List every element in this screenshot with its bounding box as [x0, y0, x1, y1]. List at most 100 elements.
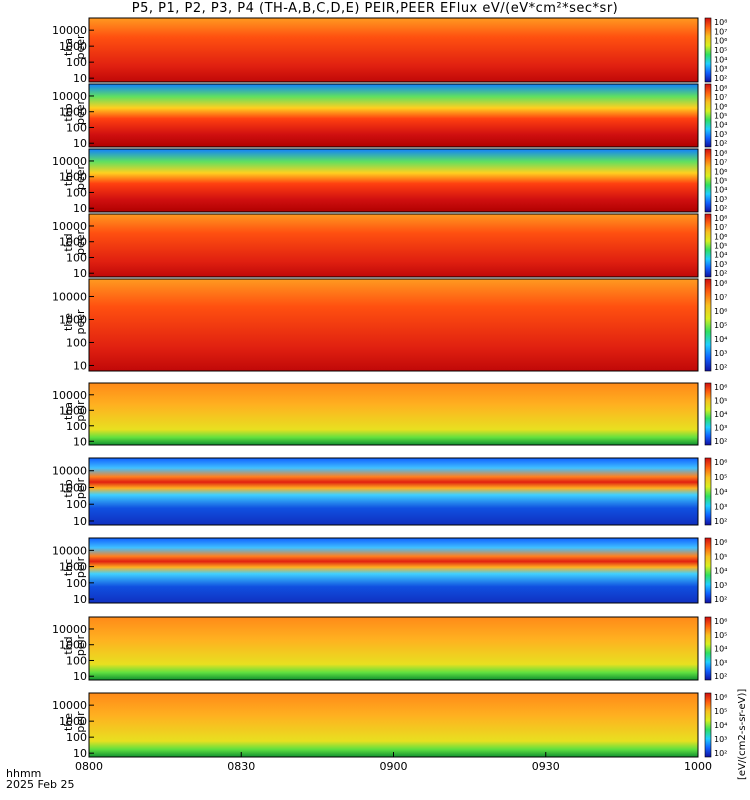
y-tick-label: 100: [66, 121, 87, 134]
spectrogram-thb-peer: [89, 84, 698, 147]
panel-product-label: peir: [74, 556, 87, 578]
panel-product-label: peer: [74, 309, 87, 335]
colorbar-tick-label: 10⁷: [714, 27, 727, 36]
colorbar-tick-label: 10⁵: [714, 46, 727, 55]
colorbar-tick-label: 10⁶: [714, 458, 727, 467]
colorbar-tick-label: 10⁴: [714, 567, 727, 576]
colorbar-tick-label: 10⁶: [714, 102, 727, 111]
y-tick-label: 1000: [59, 561, 87, 574]
colorbar-tick-label: 10⁸: [714, 214, 727, 223]
panel-probe-label: thc: [62, 169, 75, 186]
y-tick-label: 1000: [59, 404, 87, 417]
date-label: 2025 Feb 25: [6, 778, 75, 791]
colorbar-tick-label: 10⁶: [714, 538, 727, 547]
y-tick-label: 1000: [59, 313, 87, 326]
spectrogram-thc-peer: [89, 149, 698, 212]
y-tick-label: 100: [66, 336, 87, 349]
panel-frame: [88, 148, 699, 213]
colorbar-tick-label: 10⁵: [714, 242, 727, 251]
colorbar: [704, 616, 712, 681]
colorbar-unit-label: [eV/(cm2-s-sr-eV)]: [737, 689, 748, 780]
spectrogram-tha-peir: [89, 383, 698, 445]
colorbar-tick-label: 10⁴: [714, 410, 727, 419]
panel-product-label: peer: [74, 100, 87, 126]
x-tick-label: 0830: [227, 760, 255, 773]
panel-probe-label: the: [62, 313, 75, 331]
colorbar-tick-label: 10⁶: [714, 307, 727, 316]
colorbar-tick-label: 10⁵: [714, 552, 727, 561]
y-tick-label: 1000: [59, 481, 87, 494]
y-tick-label: 10: [73, 435, 87, 448]
spectrogram-thd-peir: [89, 617, 698, 680]
panel-frame: [88, 83, 699, 148]
colorbar-tick-label: 10⁵: [714, 707, 727, 716]
colorbar-tick-label: 10⁶: [714, 693, 727, 702]
y-tick-label: 10: [73, 670, 87, 683]
colorbar-tick-label: 10⁵: [714, 397, 727, 406]
colorbar-tick-label: 10³: [714, 195, 727, 204]
colorbar-tick-label: 10⁶: [714, 37, 727, 46]
y-tick-label: 10: [73, 137, 87, 150]
colorbar-tick-label: 10⁶: [714, 167, 727, 176]
panel-probe-label: thc: [62, 559, 75, 576]
x-tick-label: 0930: [532, 760, 560, 773]
colorbar-tick-label: 10²: [714, 749, 727, 758]
y-tick-label: 1000: [59, 236, 87, 249]
panel-frame: [88, 213, 699, 278]
panel-product-label: peir: [74, 400, 87, 422]
colorbar: [704, 213, 712, 278]
colorbar-tick-label: 10⁸: [714, 279, 727, 288]
colorbar: [704, 382, 712, 446]
panel-product-label: peir: [74, 711, 87, 733]
colorbar-tick-label: 10⁸: [714, 18, 727, 27]
colorbar-tick-label: 10²: [714, 74, 727, 83]
colorbar-tick-label: 10⁸: [714, 149, 727, 158]
y-tick-label: 1000: [59, 40, 87, 53]
y-tick-label: 100: [66, 56, 87, 69]
y-tick-label: 10000: [52, 90, 87, 103]
y-tick-label: 100: [66, 498, 87, 511]
colorbar-tick-label: 10⁴: [714, 488, 727, 497]
spectrogram-thc-peir: [89, 538, 698, 603]
colorbar-tick-label: 10⁴: [714, 721, 727, 730]
colorbar-tick-label: 10³: [714, 658, 727, 667]
colorbar-tick-label: 10³: [714, 735, 727, 744]
panel-probe-label: tha: [62, 38, 75, 56]
colorbar-tick-label: 10⁶: [714, 617, 727, 626]
y-tick-label: 10000: [52, 155, 87, 168]
colorbar-tick-label: 10⁵: [714, 473, 727, 482]
colorbar-tick-label: 10⁷: [714, 158, 727, 167]
colorbar-tick-label: 10⁴: [714, 335, 727, 344]
y-tick-label: 10000: [52, 24, 87, 37]
y-tick-label: 10: [73, 593, 87, 606]
colorbar-tick-label: 10⁵: [714, 177, 727, 186]
spectrogram-the-peir: [89, 693, 698, 757]
y-tick-label: 100: [66, 420, 87, 433]
panel-frame: [88, 17, 699, 83]
y-tick-label: 1000: [59, 171, 87, 184]
y-tick-label: 10: [73, 202, 87, 215]
y-tick-label: 10000: [52, 544, 87, 557]
colorbar-tick-label: 10³: [714, 424, 727, 433]
panel-frame: [88, 537, 699, 604]
panel-product-label: peir: [74, 477, 87, 499]
panel-frame: [88, 278, 699, 372]
colorbar: [704, 148, 712, 213]
y-tick-label: 10000: [52, 389, 87, 402]
spectrogram-the-peer: [89, 279, 698, 371]
y-tick-label: 1000: [59, 106, 87, 119]
colorbar-tick-label: 10⁵: [714, 112, 727, 121]
colorbar-tick-label: 10³: [714, 65, 727, 74]
colorbar-tick-label: 10⁶: [714, 232, 727, 241]
panel-product-label: peer: [74, 34, 87, 60]
colorbar-tick-label: 10³: [714, 502, 727, 511]
colorbar-tick-label: 10²: [714, 672, 727, 681]
colorbar-tick-label: 10²: [714, 269, 727, 278]
x-tick-label: 0900: [380, 760, 408, 773]
y-tick-label: 100: [66, 731, 87, 744]
colorbar-tick-label: 10²: [714, 363, 727, 372]
colorbar: [704, 457, 712, 526]
colorbar-tick-label: 10³: [714, 260, 727, 269]
y-tick-label: 100: [66, 654, 87, 667]
